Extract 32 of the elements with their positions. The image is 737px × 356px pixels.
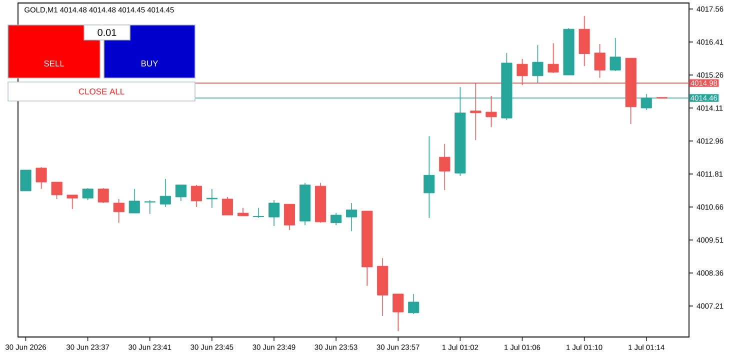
candlestick	[160, 178, 171, 208]
candlestick	[113, 198, 124, 224]
candlestick	[190, 184, 202, 208]
candlestick	[82, 188, 94, 201]
candlestick	[144, 200, 156, 214]
candlestick	[268, 200, 280, 226]
candlestick	[98, 188, 109, 204]
candlestick	[222, 196, 233, 216]
candlestick	[206, 188, 218, 208]
candlestick	[128, 188, 140, 214]
annotation: BUY	[141, 60, 158, 66]
candlestick	[66, 194, 78, 210]
candlestick	[439, 143, 450, 190]
candlestick	[252, 207, 264, 218]
candlestick	[392, 294, 404, 332]
candlestick	[36, 166, 47, 190]
annotation: SELL	[44, 60, 64, 66]
candlestick	[594, 44, 606, 78]
candlestick	[175, 184, 186, 202]
candlestick	[486, 96, 497, 128]
candlestick	[610, 38, 621, 72]
candlestick	[346, 202, 358, 232]
candlestick	[51, 182, 62, 200]
annotation: 0.01	[98, 28, 116, 36]
candlestick	[284, 204, 296, 230]
candlestick	[20, 170, 32, 192]
candlestick	[330, 212, 342, 226]
candlestick	[532, 44, 544, 84]
candlestick	[424, 136, 435, 218]
candlestick	[548, 42, 559, 74]
candlestick	[408, 294, 420, 314]
annotation: CLOSE ALL	[78, 88, 124, 94]
